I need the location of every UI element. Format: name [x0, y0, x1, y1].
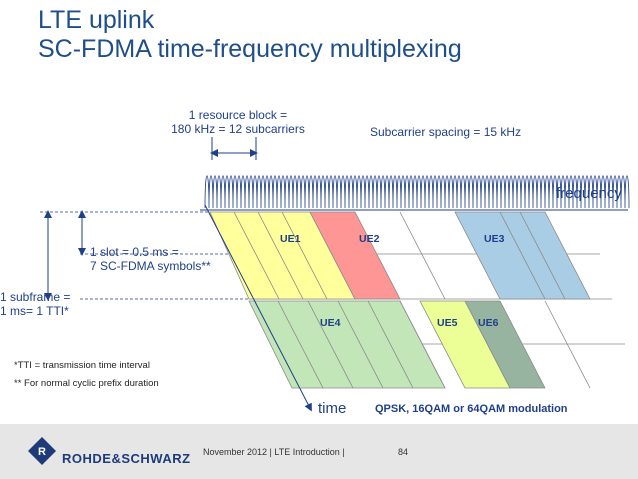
company-logo: R ROHDE&SCHWARZ	[22, 434, 202, 468]
frequency-label: frequency	[556, 185, 622, 202]
ue5-label: UE5	[437, 317, 458, 329]
time-frequency-diagram: UE1 UE2 UE3 UE4 UE5 UE6	[40, 137, 630, 412]
subcarrier-spacing-label: Subcarrier spacing = 15 kHz	[370, 125, 522, 139]
tti-note: *TTI = transmission time interval	[14, 360, 150, 371]
logo-text: ROHDE&SCHWARZ	[62, 451, 191, 466]
block-separators	[233, 211, 591, 389]
slide-title: LTE uplink SC-FDMA time-frequency multip…	[38, 6, 462, 64]
ue6-label: UE6	[478, 317, 499, 329]
slot-line-1: 1 slot = 0.5 ms =	[90, 245, 179, 259]
cp-note: ** For normal cyclic prefix duration	[14, 378, 159, 389]
ue2-block	[309, 211, 401, 300]
resource-block-label: 1 resource block = 180 kHz = 12 subcarri…	[150, 108, 326, 136]
resource-block-indicator	[210, 137, 258, 160]
modulation-label: QPSK, 16QAM or 64QAM modulation	[375, 403, 568, 415]
ue4-block	[248, 300, 446, 389]
subcarrier-waveform	[204, 175, 630, 209]
time-label: time	[318, 400, 347, 417]
ue1-label: UE1	[280, 233, 301, 245]
time-axis	[204, 204, 312, 412]
page-number: 84	[398, 447, 409, 457]
ue2-label: UE2	[359, 233, 380, 245]
ue-blocks	[209, 211, 591, 389]
subframe-label: 1 subframe = 1 ms= 1 TTI*	[0, 290, 70, 318]
resource-block-line-2: 180 kHz = 12 subcarriers	[171, 122, 305, 136]
slot-line-2: 7 SC-FDMA symbols**	[90, 259, 211, 273]
rs-diamond-icon: R	[28, 437, 56, 465]
reference-lines	[40, 211, 249, 300]
title-line-1: LTE uplink	[38, 6, 155, 34]
svg-text:R: R	[38, 446, 46, 458]
ue4-label: UE4	[320, 317, 341, 329]
footer-text: November 2012 | LTE Introduction |	[203, 447, 345, 457]
subframe-line-2: 1 ms= 1 TTI*	[0, 304, 69, 318]
title-line-2: SC-FDMA time-frequency multiplexing	[38, 35, 462, 63]
subcarrier-comb	[204, 175, 630, 209]
subframe-line-1: 1 subframe =	[0, 290, 71, 304]
resource-block-line-1: 1 resource block =	[188, 108, 288, 122]
ue3-label: UE3	[484, 233, 505, 245]
ue6-block	[464, 300, 546, 389]
footer-bar	[0, 424, 638, 479]
dimension-arrows	[44, 210, 86, 301]
slot-label: 1 slot = 0.5 ms = 7 SC-FDMA symbols**	[90, 245, 211, 273]
